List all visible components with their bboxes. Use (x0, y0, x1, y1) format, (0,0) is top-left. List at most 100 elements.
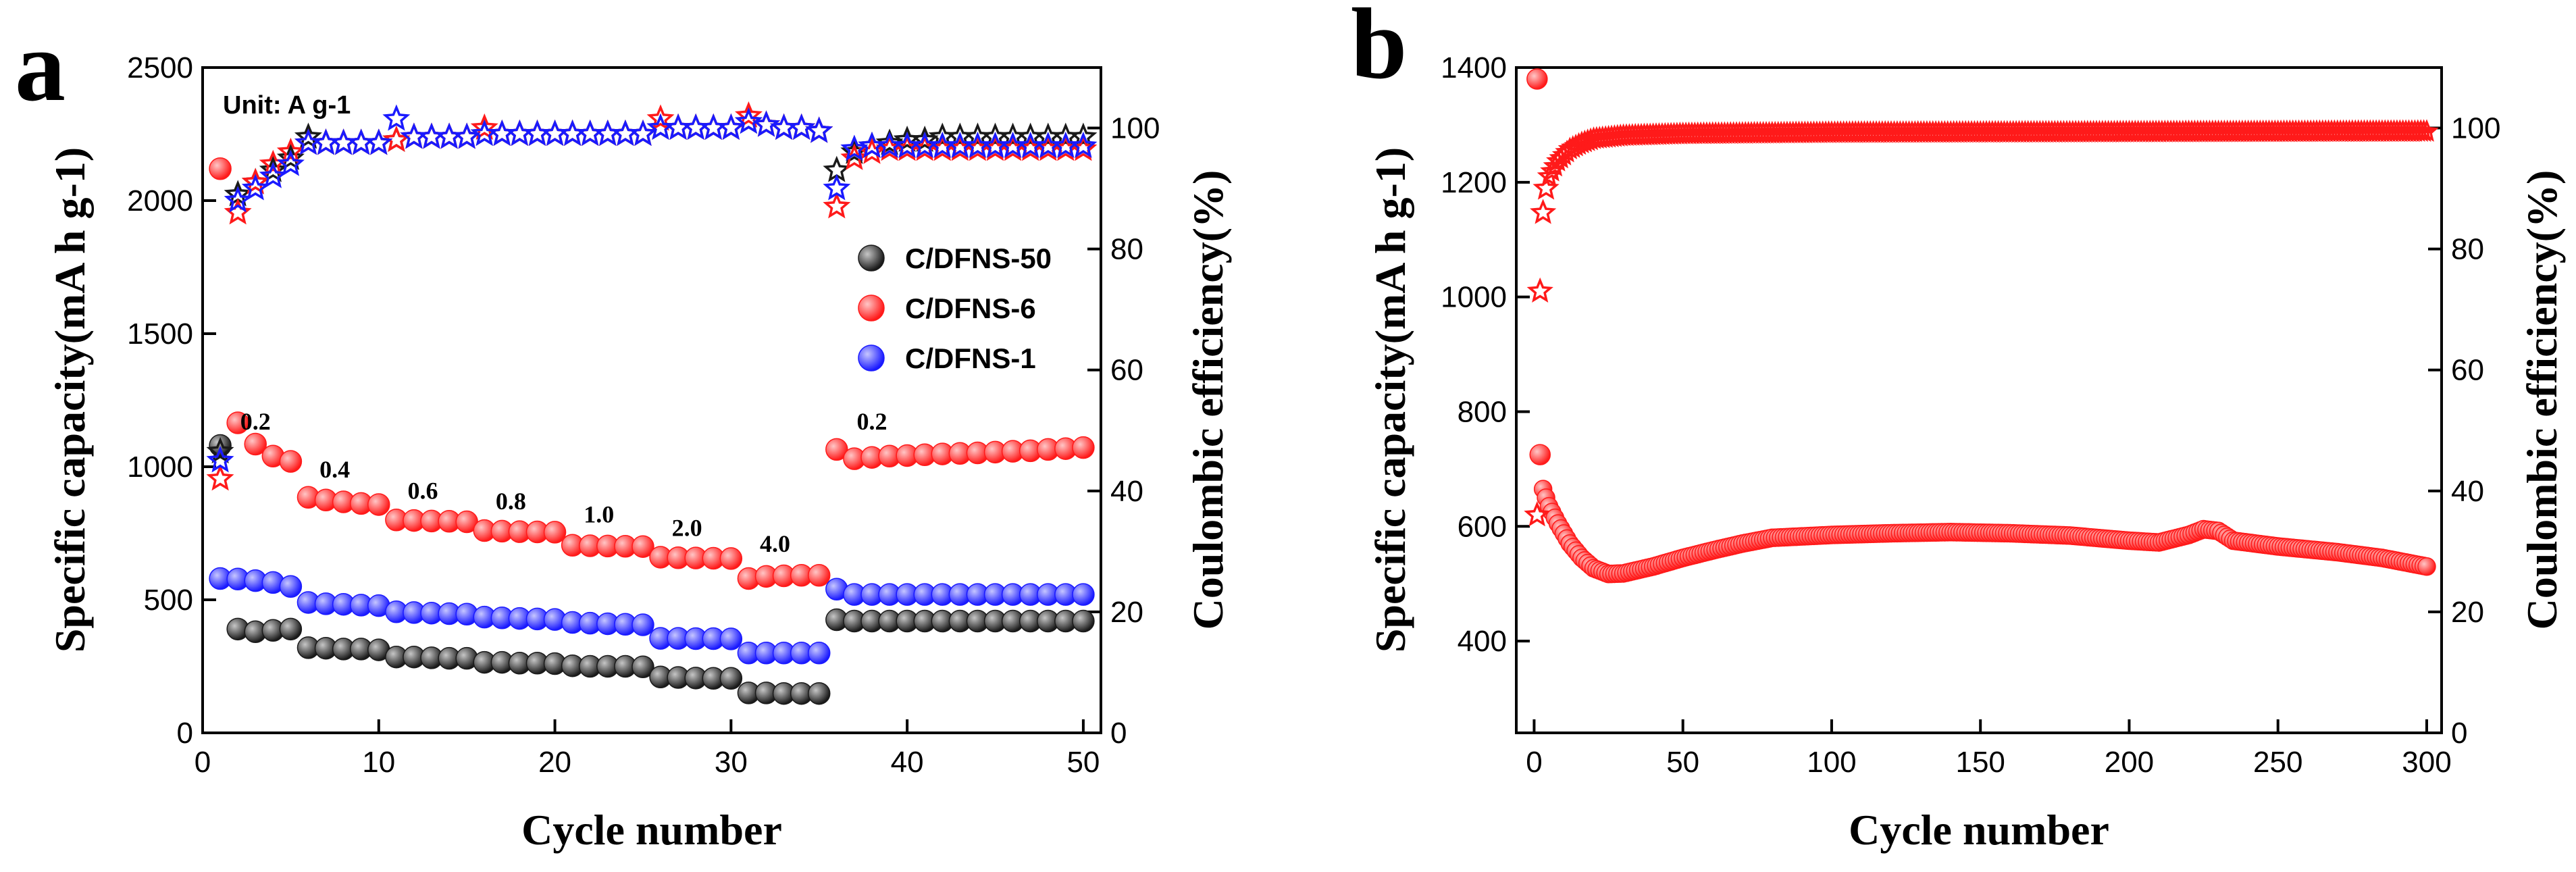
y-right-tick-label: 20 (2451, 596, 2484, 629)
capacity-point (1072, 436, 1095, 459)
capacity-point (367, 493, 390, 516)
y-left-tick-label: 2500 (127, 51, 193, 84)
panel-a-right-axis-title: Coulombic efficiency(%) (1184, 170, 1232, 630)
legend-label: C/DFNS-1 (905, 342, 1036, 374)
efficiency-point (681, 113, 710, 140)
efficiency-point (788, 113, 816, 140)
efficiency-point (734, 101, 763, 128)
efficiency-point (224, 186, 252, 213)
legend-marker (858, 344, 885, 371)
efficiency-point (594, 119, 622, 146)
efficiency-point (224, 198, 252, 225)
efficiency-point (276, 137, 305, 164)
rate-label: 2.0 (672, 514, 702, 541)
efficiency-point (435, 122, 463, 149)
efficiency-point (1069, 122, 1098, 149)
capacity-point (1072, 609, 1095, 633)
panel-b-marks (1524, 68, 2439, 584)
y-right-tick-label: 100 (1110, 112, 1160, 145)
legend-marker (858, 245, 885, 272)
panel-b-x-axis-title: Cycle number (1849, 806, 2109, 854)
y-left-tick-label: 500 (144, 584, 193, 617)
efficiency-point (734, 107, 763, 134)
x-tick-label: 10 (362, 746, 395, 779)
capacity-point (807, 642, 831, 665)
panel-a-letter: a (15, 10, 66, 122)
efficiency-point (330, 128, 358, 155)
efficiency-point (541, 119, 569, 147)
efficiency-point (629, 119, 657, 147)
rate-label: 0.8 (496, 488, 526, 515)
capacity-point (1072, 583, 1095, 606)
rate-labels: 0.2 0.4 0.6 0.8 1.0 2.0 4.0 0.2 (240, 408, 887, 557)
efficiency-point (382, 104, 411, 131)
efficiency-point (259, 155, 287, 182)
series-c-dfns-6 (1524, 68, 2439, 584)
panel-a-ticks: 0 10 20 30 40 5005001000150020002500020406080… (127, 51, 1160, 779)
efficiency-point (276, 143, 305, 170)
efficiency-point (206, 437, 234, 464)
capacity-point (279, 617, 303, 641)
panel-b-frame (1515, 66, 2443, 734)
capacity-point (719, 667, 743, 690)
efficiency-point (470, 113, 498, 140)
x-tick-label: 0 (1526, 746, 1542, 779)
legend-marker (858, 294, 885, 322)
y-right-tick-label: 60 (1110, 354, 1143, 387)
x-tick-label: 200 (2105, 746, 2154, 779)
rate-label: 0.2 (856, 408, 887, 435)
x-tick-label: 150 (1955, 746, 2005, 779)
panel-a-unit-label: Unit: A g-1 (223, 91, 351, 120)
panel-b-ticks: 0 50 100 150 200 250 300 400 600 800 1000 1200 1400 0… (1441, 51, 2500, 779)
x-tick-label: 30 (715, 746, 748, 779)
y-right-tick-label: 80 (1110, 233, 1143, 266)
efficiency-point (276, 149, 305, 176)
rate-label: 0.4 (319, 456, 350, 483)
efficiency-point (241, 168, 269, 195)
efficiency-point (2415, 119, 2439, 142)
rate-label: 0.6 (407, 477, 438, 504)
efficiency-point (664, 113, 692, 140)
y-right-tick-label: 40 (2451, 475, 2484, 508)
efficiency-point (823, 192, 851, 219)
panel-b-right-axis-title: Coulombic efficiency(%) (2518, 170, 2566, 630)
panel-b: b 0 50 100 150 200 250 30040060080010001200140… (1351, 0, 2566, 854)
panel-a-left-axis-title: Specific capacity(mA h g-1) (46, 147, 94, 652)
efficiency-point (206, 446, 234, 473)
panel-a-x-axis-title: Cycle number (521, 806, 782, 854)
legend-label: C/DFNS-50 (905, 242, 1052, 274)
efficiency-point (294, 122, 322, 149)
capacity-point (226, 411, 249, 434)
efficiency-point (1530, 199, 1557, 224)
efficiency-point (1526, 277, 1553, 303)
rate-label: 1.0 (584, 501, 614, 528)
y-left-tick-label: 1400 (1441, 51, 1507, 84)
capacity-point (632, 655, 654, 679)
panel-a-marks: 0.2 0.4 0.6 0.8 1.0 2.0 4.0 0.2 (206, 101, 1098, 705)
capacity-point (279, 575, 303, 598)
capacity-point (279, 450, 303, 473)
y-left-tick-label: 2000 (127, 184, 193, 217)
efficiency-point (400, 122, 428, 149)
x-tick-label: 250 (2253, 746, 2302, 779)
efficiency-point (206, 464, 234, 491)
efficiency-point (347, 128, 376, 155)
y-right-tick-label: 0 (2451, 717, 2467, 750)
efficiency-point (1524, 501, 1551, 527)
efficiency-point (699, 113, 727, 140)
rate-label: 4.0 (760, 530, 790, 557)
series-c-dfns-1 (206, 104, 1098, 665)
efficiency-point (823, 174, 851, 201)
y-right-tick-label: 100 (2451, 112, 2500, 145)
y-right-tick-label: 0 (1110, 717, 1127, 750)
efficiency-point (559, 119, 587, 147)
efficiency-point (453, 122, 481, 149)
legend-label: C/DFNS-6 (905, 292, 1036, 324)
capacity-point (1529, 444, 1551, 465)
x-tick-label: 20 (538, 746, 571, 779)
capacity-point (719, 627, 743, 650)
capacity-point (209, 157, 232, 180)
efficiency-point (717, 113, 745, 140)
efficiency-point (417, 122, 446, 149)
